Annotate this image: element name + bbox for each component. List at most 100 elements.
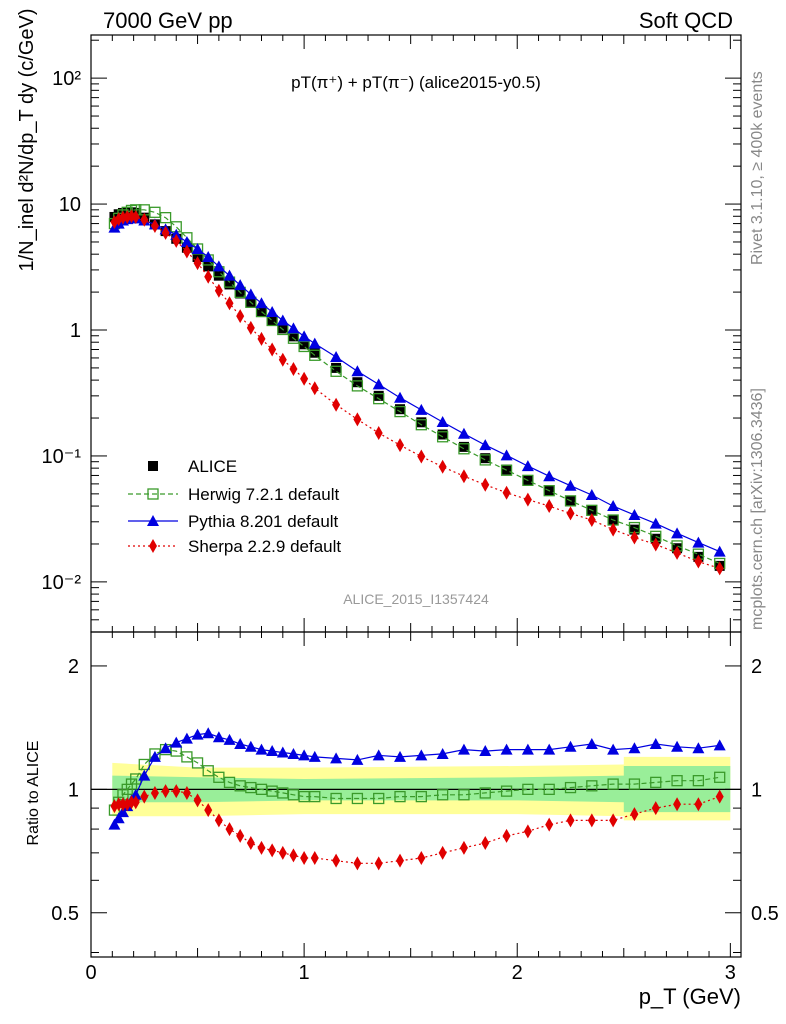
legend-marker-herwig — [147, 488, 159, 500]
herwig-point — [287, 789, 300, 801]
herwig-point — [650, 776, 662, 789]
herwig-point — [522, 474, 534, 487]
sherpa-point — [438, 845, 447, 860]
data-point — [224, 279, 235, 290]
sherpa-point — [310, 381, 319, 396]
pythia-point — [692, 742, 705, 754]
sherpa-point — [257, 840, 266, 855]
herwig-point — [479, 454, 491, 466]
sherpa-point — [114, 797, 123, 812]
pythia-point — [436, 416, 449, 428]
header-right: Soft QCD — [639, 8, 733, 33]
sherpa-point — [131, 209, 140, 224]
sherpa-point — [566, 813, 575, 828]
data-point — [235, 288, 246, 299]
sherpa-point — [310, 851, 319, 866]
x-tick-label: 3 — [725, 962, 736, 984]
sherpa-point — [459, 469, 468, 484]
sherpa-point — [694, 797, 703, 812]
sherpa-point — [289, 848, 298, 863]
herwig-point — [255, 783, 268, 796]
sherpa-point — [278, 352, 287, 367]
pythia-point — [457, 743, 470, 755]
sherpa-point — [396, 438, 405, 453]
pythia-point — [521, 743, 534, 755]
pythia-point — [234, 738, 247, 750]
sherpa-point — [289, 362, 298, 377]
pythia-point — [671, 527, 684, 539]
sherpa-point — [630, 807, 639, 822]
herwig-point — [234, 780, 246, 792]
pythia-point — [607, 743, 620, 755]
sherpa-point — [150, 218, 159, 233]
herwig-point — [500, 785, 513, 797]
herwig-point — [692, 775, 705, 787]
data-point — [267, 315, 278, 326]
data-point — [331, 362, 342, 373]
sherpa-point — [502, 485, 511, 500]
pythia-point — [255, 743, 268, 755]
pythia-point — [330, 752, 343, 764]
sherpa-point — [694, 554, 703, 569]
herwig-point — [159, 212, 172, 224]
pythia-point — [129, 788, 142, 800]
ratio-ylabel: Ratio to ALICE — [25, 741, 42, 846]
data-point — [288, 331, 299, 342]
data-point — [458, 441, 469, 452]
sherpa-point — [225, 822, 234, 837]
pythia-point — [276, 746, 289, 758]
data-point — [416, 417, 427, 428]
herwig-point — [543, 485, 555, 497]
pythia-point — [500, 743, 513, 755]
y-tick-label-right: 1 — [751, 779, 762, 801]
sherpa-point — [417, 449, 426, 464]
herwig-point — [223, 776, 236, 789]
sherpa-point — [673, 545, 682, 560]
pythia-point — [180, 732, 193, 744]
pythia-point — [543, 743, 556, 755]
sherpa-point — [182, 244, 191, 259]
sherpa-point — [374, 426, 383, 441]
sherpa-point — [161, 225, 170, 240]
legend-label: ALICE — [188, 457, 237, 476]
header-left: 7000 GeV pp — [103, 8, 233, 33]
y-tick-label: 0.5 — [51, 903, 79, 925]
legend-marker-sherpa — [149, 539, 157, 553]
herwig-point — [564, 781, 577, 794]
sherpa-point — [300, 851, 309, 866]
sherpa-point — [673, 797, 682, 812]
sherpa-point — [353, 412, 362, 427]
herwig-point — [330, 365, 342, 377]
y-tick-label: 10 — [59, 194, 81, 216]
sherpa-point — [214, 813, 223, 828]
y-tick-label: 10² — [52, 68, 81, 90]
sherpa-point — [204, 803, 213, 818]
pythia-point — [436, 747, 449, 759]
sherpa-point — [214, 283, 223, 298]
herwig-point — [564, 495, 577, 507]
pythia-point — [372, 378, 385, 390]
pythia-point — [180, 235, 193, 247]
pythia-point — [266, 305, 279, 317]
main-title: pT(π⁺) + pT(π⁻) (alice2015-y0.5) — [291, 73, 541, 92]
sherpa-point — [140, 212, 149, 227]
pythia-point — [585, 738, 598, 750]
sherpa-point — [523, 824, 532, 839]
pythia-point — [170, 736, 183, 748]
pythia-point — [202, 250, 215, 262]
sherpa-point — [257, 331, 266, 346]
pythia-point — [671, 740, 684, 752]
herwig-point — [330, 792, 342, 805]
legend-label: Pythia 8.201 default — [188, 512, 339, 531]
pythia-point — [298, 330, 311, 342]
herwig-point — [373, 792, 385, 805]
y-tick-label-right: 2 — [751, 656, 762, 678]
pythia-point — [479, 439, 492, 451]
herwig-point — [266, 785, 278, 797]
herwig-point — [628, 778, 641, 790]
pythia-point — [521, 460, 534, 472]
data-point — [373, 390, 384, 401]
herwig-point — [671, 775, 683, 787]
rivet-label: Rivet 3.1.10, ≥ 400k events — [749, 71, 766, 265]
